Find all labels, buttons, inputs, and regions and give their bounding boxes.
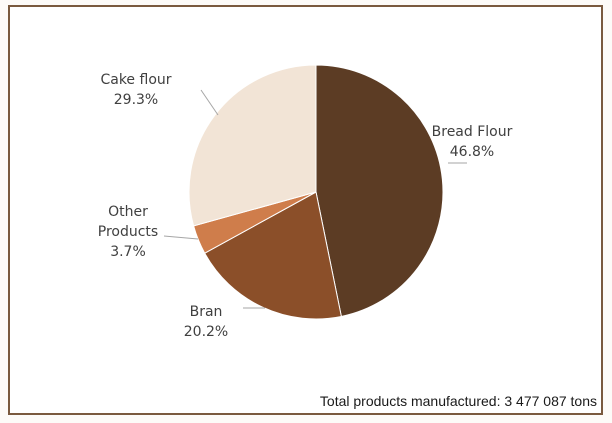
chart-frame: Bread Flour 46.8% Bran 20.2% Other Products 3.… (8, 5, 603, 415)
slice-label: Cake flour 29.3% (100, 72, 171, 108)
slice-label: Bran 20.2% (184, 304, 228, 340)
pie-slice-bread-flour (315, 64, 444, 318)
slice-label: Bread Flour 46.8% (432, 124, 513, 160)
leader-line (200, 89, 219, 116)
slice-label: Other Products 3.7% (98, 204, 158, 260)
pie-chart: Bread Flour 46.8% Bran 20.2% Other Products 3.… (98, 64, 513, 340)
pie-slice-cake-flour (188, 64, 317, 227)
leader-line (163, 235, 199, 240)
total-production-note: Total products manufactured: 3 477 087 t… (319, 393, 597, 409)
pie-slice-bran (204, 191, 342, 320)
